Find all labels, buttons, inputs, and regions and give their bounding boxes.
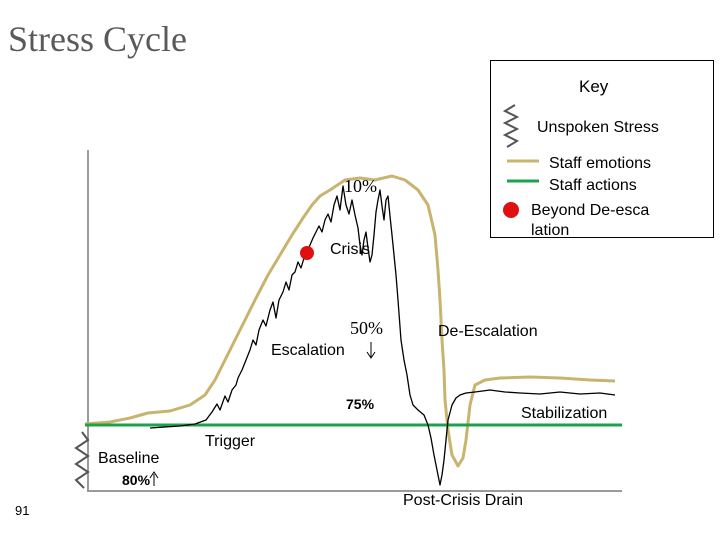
pct-10-label: 10% <box>344 176 377 196</box>
crisis-dot <box>300 246 314 260</box>
pct-75-label: 75% <box>346 396 375 412</box>
key-swatches <box>507 159 539 183</box>
escalation-label: Escalation <box>271 342 345 359</box>
de-escalation-label: De-Escalation <box>438 323 538 340</box>
key-red-dot-icon <box>503 202 519 218</box>
key-panel: Key Unspoken Stress Staff emotions Staff… <box>490 60 714 239</box>
pct-50-label: 50% <box>350 318 383 338</box>
pct-80-label: 80% <box>122 472 151 488</box>
stress-trace <box>149 185 616 486</box>
trigger-label: Trigger <box>205 433 256 450</box>
page-title: Stress Cycle <box>8 19 187 59</box>
crisis-label: Crisis <box>330 241 370 258</box>
squiggle-icon <box>502 104 520 148</box>
key-staff-actions: Staff actions <box>549 177 637 194</box>
staff-emotions-curve <box>84 174 616 468</box>
key-heading: Key <box>579 77 609 96</box>
arrow-down-icon <box>366 351 376 359</box>
arrow-up-icon <box>149 471 159 479</box>
stabilization-label: Stabilization <box>521 405 608 422</box>
key-beyond-de-escalation: Beyond De-escalation <box>531 202 650 239</box>
baseline-label: Baseline <box>98 450 160 467</box>
key-unspoken-stress: Unspoken Stress <box>537 119 659 136</box>
slide-number: 91 <box>15 503 30 518</box>
key-staff-emotions: Staff emotions <box>549 155 651 172</box>
baseline-squiggle-icon <box>74 431 90 489</box>
post-crisis-drain-label: Post-Crisis Drain <box>403 492 524 509</box>
